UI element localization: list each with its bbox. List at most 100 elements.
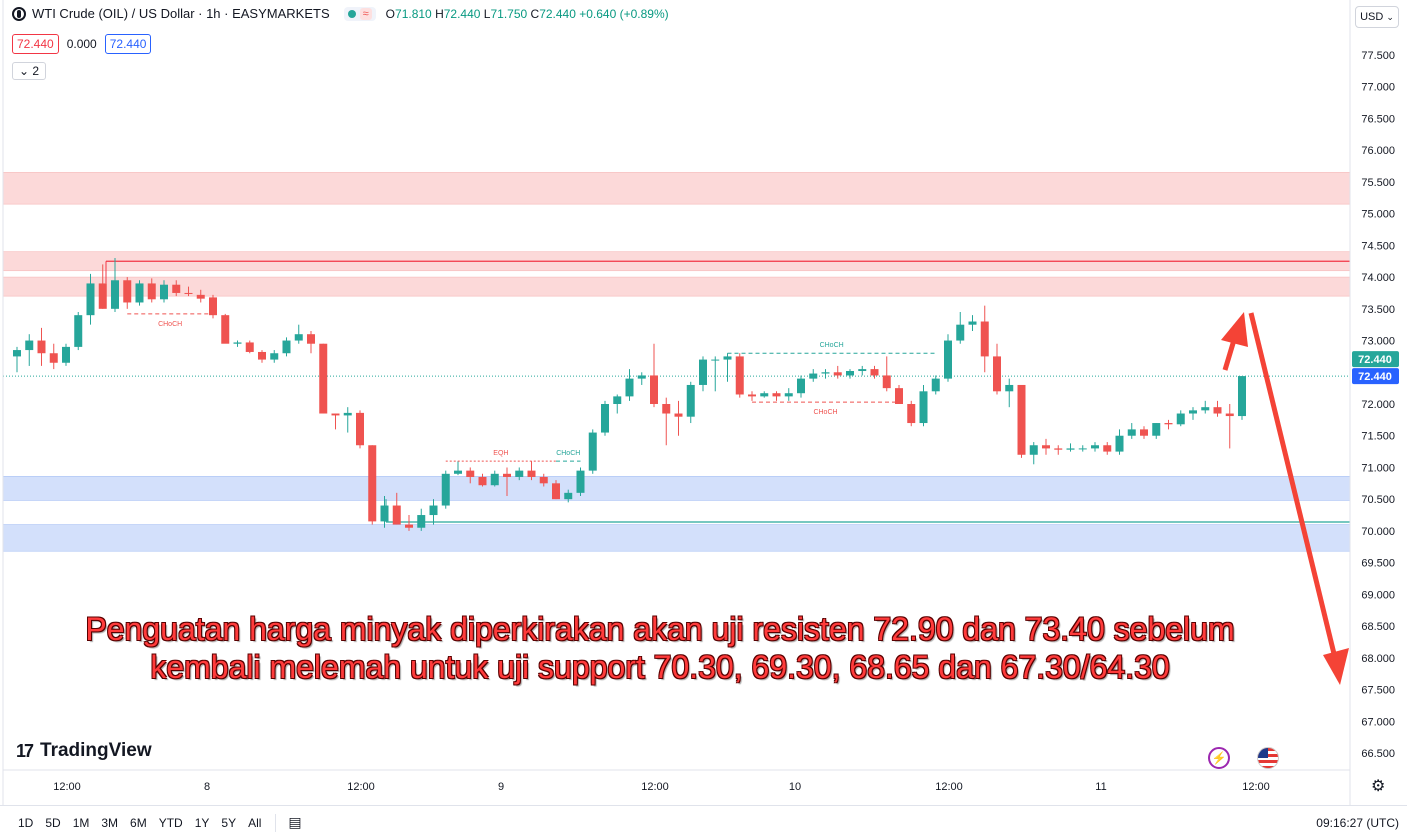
candle <box>1213 400 1222 417</box>
tf-3m[interactable]: 3M <box>101 815 119 830</box>
candle-body <box>282 340 291 354</box>
candle-body <box>172 284 181 293</box>
candle-body <box>674 413 683 417</box>
candle <box>1091 442 1099 452</box>
candle-body <box>307 334 315 344</box>
candle <box>160 280 168 303</box>
tf-5d[interactable]: 5D <box>45 815 61 830</box>
structure-label: CHoCH <box>556 450 580 457</box>
candle <box>1201 400 1210 414</box>
us-flag-icon[interactable] <box>1257 747 1279 769</box>
candle <box>821 369 830 379</box>
market-status-pill[interactable]: ≈ <box>343 6 376 21</box>
lightning-icon[interactable]: ⚡ <box>1208 747 1230 769</box>
candle-body <box>1238 376 1246 417</box>
time-tick-label: 10 <box>789 781 801 793</box>
candle <box>735 353 744 398</box>
candle-body <box>454 470 462 474</box>
price-tick-label: 77.000 <box>1361 82 1395 94</box>
candle-body <box>74 315 83 347</box>
candle <box>478 473 487 487</box>
supply-zone <box>2 172 1351 205</box>
candle-body <box>466 470 475 477</box>
price-tick-label: 71.000 <box>1361 462 1395 474</box>
price-tick-label: 73.000 <box>1361 336 1395 348</box>
price-tick-label: 67.000 <box>1361 716 1395 728</box>
price-chart[interactable]: CHoCH EQH CHoCH CHoCH CHoCH 77.500 77.000 76.5… <box>0 0 1407 805</box>
structure-label: EQH <box>493 450 508 457</box>
candle-body <box>650 375 658 404</box>
candle <box>490 470 499 487</box>
candle-body <box>1005 384 1014 392</box>
structure-layer: CHoCH EQH CHoCH CHoCH CHoCH <box>127 313 936 462</box>
currency-button[interactable]: USD ⌄ <box>1355 6 1399 28</box>
candle-body <box>1029 445 1038 455</box>
candle <box>1140 426 1148 439</box>
candle-body <box>37 340 46 354</box>
candle-body <box>503 473 511 477</box>
candle-body <box>784 393 793 397</box>
candle-body <box>882 375 891 389</box>
candle-body <box>515 470 524 477</box>
candle <box>760 391 769 398</box>
candle <box>49 343 58 370</box>
tf-ytd[interactable]: YTD <box>158 815 183 830</box>
candle <box>1005 378 1014 408</box>
candle <box>858 365 867 376</box>
candle <box>1054 445 1063 455</box>
symbol-title[interactable]: WTI Crude (OIL) / US Dollar · 1h · EASYM… <box>32 6 330 21</box>
candle-body <box>270 353 279 360</box>
candle <box>515 467 524 481</box>
indicator-count: 2 <box>32 64 40 78</box>
candle-body <box>858 369 867 372</box>
candle-body <box>1164 423 1173 425</box>
candle-body <box>1213 407 1222 414</box>
candle-body <box>576 470 585 493</box>
candle <box>931 375 940 395</box>
candle-body <box>760 393 769 397</box>
utc-clock[interactable]: 09:16:27 (UTC) <box>1316 815 1399 830</box>
sell-price[interactable]: 72.440 <box>12 34 59 54</box>
gear-icon[interactable]: ⚙ <box>1371 778 1386 795</box>
tf-1y[interactable]: 1Y <box>194 815 210 830</box>
candle-body <box>625 378 634 397</box>
price-tick-label: 73.500 <box>1361 304 1395 316</box>
candle <box>980 305 989 373</box>
candle <box>539 473 548 487</box>
candle-body <box>1127 429 1136 436</box>
candle <box>1176 410 1185 427</box>
candle <box>784 388 793 401</box>
candle-body <box>1042 445 1050 449</box>
tf-1m[interactable]: 1M <box>72 815 90 830</box>
tf-5y[interactable]: 5Y <box>221 815 237 830</box>
spread-value: 0.000 <box>66 37 97 51</box>
tf-all[interactable]: All <box>248 815 262 830</box>
candle <box>307 331 315 354</box>
candle <box>62 343 70 366</box>
candle-body <box>968 321 977 325</box>
price-tick-label: 76.000 <box>1361 145 1395 157</box>
candle <box>588 429 597 474</box>
tf-6m[interactable]: 6M <box>130 815 147 830</box>
ohlc-values: O71.810 H72.440 L71.750 C72.440 +0.640 (… <box>385 6 669 21</box>
candle-body <box>1176 413 1185 425</box>
candle <box>699 356 707 392</box>
bid-ask-row: 72.440 0.000 72.440 <box>12 34 152 54</box>
candles-layer <box>13 258 1246 531</box>
candle <box>748 391 756 401</box>
candle-body <box>478 476 487 486</box>
candle-body <box>772 393 781 397</box>
indicators-toggle[interactable]: ⌄ 2 <box>12 62 47 80</box>
calendar-icon[interactable]: ▤ <box>288 814 302 830</box>
candle <box>1164 419 1173 430</box>
buy-price[interactable]: 72.440 <box>104 34 152 54</box>
candle <box>907 400 916 427</box>
candle <box>503 467 511 497</box>
last-price-badge-bg <box>1352 351 1399 368</box>
candle-body <box>86 283 95 316</box>
candle-body <box>993 356 1001 392</box>
candle-body <box>944 340 952 379</box>
tf-1d[interactable]: 1D <box>18 815 34 830</box>
candle <box>527 461 536 481</box>
price-tick-label: 75.500 <box>1361 177 1395 189</box>
